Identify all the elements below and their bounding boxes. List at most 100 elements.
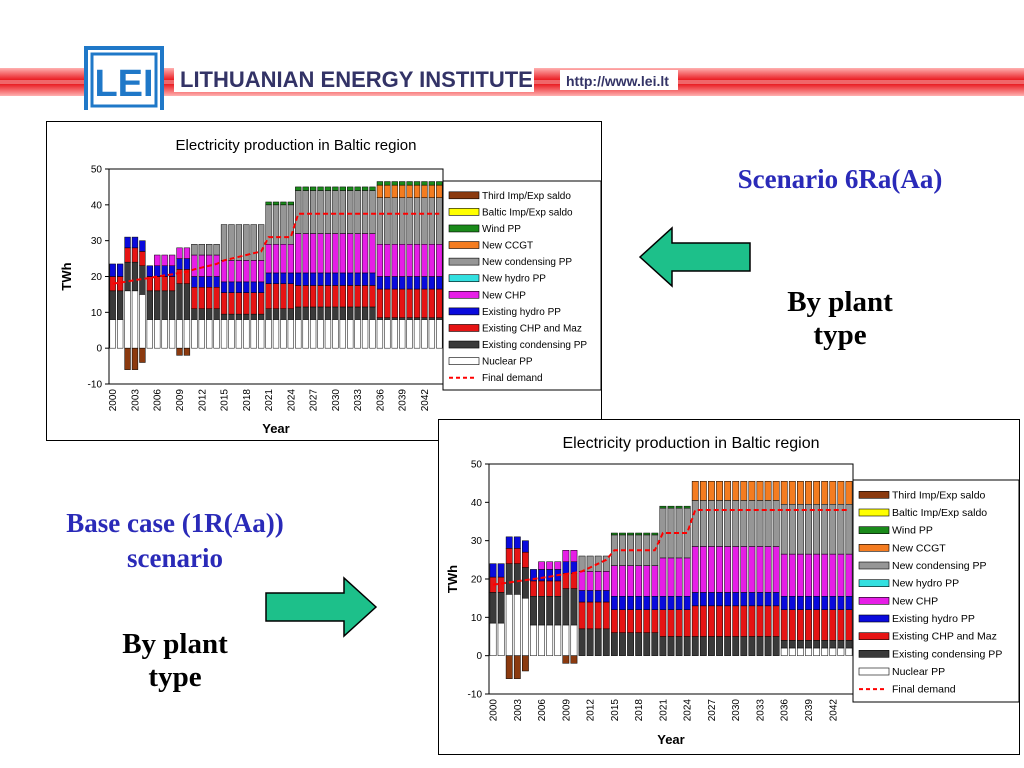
bar-segment xyxy=(287,308,294,320)
bar-segment xyxy=(265,244,272,274)
bar-segment xyxy=(250,292,257,315)
bar-segment xyxy=(228,292,235,315)
bar-segment xyxy=(168,319,176,349)
bar-segment xyxy=(354,186,361,191)
bar-segment xyxy=(198,254,205,277)
bar-segment xyxy=(699,546,707,593)
bar-segment xyxy=(161,319,168,349)
bar-segment xyxy=(837,640,845,649)
bar-segment xyxy=(354,319,361,349)
bar-segment xyxy=(505,536,513,549)
bar-segment xyxy=(772,605,780,637)
bar-segment xyxy=(131,290,139,349)
legend-swatch xyxy=(858,597,890,605)
bar-segment xyxy=(489,592,497,624)
bar-segment xyxy=(708,500,715,547)
x-tick-label: 2027 xyxy=(309,389,320,412)
bar-segment xyxy=(813,504,821,555)
bar-segment xyxy=(139,294,146,349)
bar-segment xyxy=(691,500,699,547)
legend-swatch xyxy=(858,667,890,676)
bar-segment xyxy=(837,553,845,597)
bar-segment xyxy=(708,592,715,607)
y-tick-label: 30 xyxy=(471,536,483,547)
bar-segment xyxy=(309,285,317,308)
bar-segment xyxy=(243,319,250,349)
bar-segment xyxy=(594,601,602,630)
bar-segment xyxy=(317,233,324,274)
bar-segment xyxy=(369,190,376,234)
bar-segment xyxy=(627,596,634,610)
x-tick-label: 2036 xyxy=(375,389,386,412)
bar-segment xyxy=(183,347,191,356)
bar-segment xyxy=(651,609,659,633)
bar-segment xyxy=(797,481,804,505)
x-tick-label: 2030 xyxy=(331,389,342,412)
bar-segment xyxy=(756,592,764,607)
bar-segment xyxy=(280,244,287,274)
bar-segment xyxy=(183,319,191,349)
bar-segment xyxy=(332,319,339,349)
bar-segment xyxy=(829,553,837,597)
bar-segment xyxy=(813,647,821,656)
x-tick-label: 2030 xyxy=(731,699,742,722)
bar-segment xyxy=(161,290,168,320)
bar-segment xyxy=(651,532,659,536)
bar-segment xyxy=(716,636,723,656)
bar-segment xyxy=(309,272,317,286)
bar-segment xyxy=(317,190,324,234)
bar-segment xyxy=(258,319,265,349)
bar-segment xyxy=(391,197,398,245)
bar-segment xyxy=(309,190,317,234)
chart-title: Electricity production in Baltic region xyxy=(562,435,819,452)
bar-segment xyxy=(413,288,421,318)
bar-segment xyxy=(724,605,732,637)
bar-segment xyxy=(732,546,740,593)
bar-segment xyxy=(146,319,153,349)
bar-segment xyxy=(347,186,354,191)
institute-name: LITHUANIAN ENERGY INSTITUTE xyxy=(180,67,533,92)
legend-swatch xyxy=(858,508,890,517)
legend-label: Existing hydro PP xyxy=(482,307,561,318)
bar-segment xyxy=(265,319,272,349)
bar-segment xyxy=(829,647,837,656)
bar-segment xyxy=(610,565,618,597)
bar-segment xyxy=(788,596,796,610)
bar-segment xyxy=(250,224,257,261)
bar-segment xyxy=(610,632,618,656)
bar-segment xyxy=(805,553,812,597)
bar-segment xyxy=(354,272,361,286)
legend-label: Existing condensing PP xyxy=(482,340,587,351)
bar-segment xyxy=(146,290,153,320)
bar-segment xyxy=(302,186,309,191)
bar-segment xyxy=(406,197,413,245)
bar-segment xyxy=(538,561,545,570)
bar-segment xyxy=(399,276,406,290)
bar-segment xyxy=(176,319,183,349)
bar-segment xyxy=(295,186,302,191)
bar-segment xyxy=(562,550,570,562)
bar-segment xyxy=(109,263,116,277)
bar-segment xyxy=(332,285,339,308)
bar-segment xyxy=(675,505,683,509)
y-tick-label: 40 xyxy=(471,498,483,509)
bar-segment xyxy=(361,186,369,191)
bar-segment xyxy=(295,319,302,349)
chart-base-case: Electricity production in Baltic region -… xyxy=(438,419,1020,755)
bar-segment xyxy=(821,609,829,641)
bar-segment xyxy=(406,276,413,290)
institute-url[interactable]: http://www.lei.lt xyxy=(566,73,669,89)
bar-segment xyxy=(436,197,443,245)
bar-segment xyxy=(780,609,788,641)
bar-segment xyxy=(756,636,764,656)
bar-segment xyxy=(347,319,354,349)
legend-label: Existing condensing PP xyxy=(892,648,1002,660)
bar-segment xyxy=(250,281,257,293)
bar-segment xyxy=(384,244,391,277)
bar-segment xyxy=(295,272,302,286)
bar-segment xyxy=(821,647,829,656)
x-tick-label: 2042 xyxy=(420,389,431,412)
bar-segment xyxy=(748,605,756,637)
bar-segment xyxy=(436,181,443,186)
legend-swatch xyxy=(448,274,480,283)
